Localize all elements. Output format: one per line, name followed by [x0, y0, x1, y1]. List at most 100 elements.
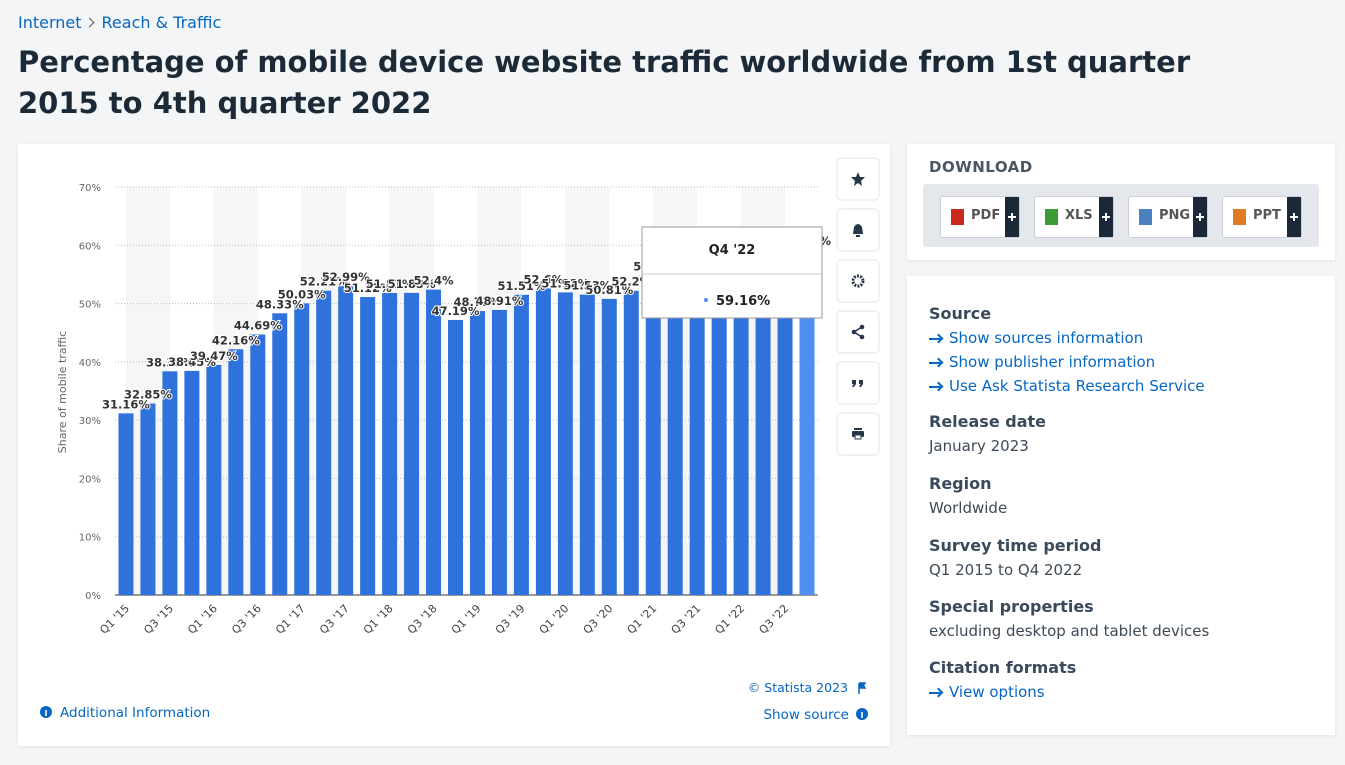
add-button[interactable] — [1193, 197, 1207, 237]
additional-info[interactable]: Additional Information — [60, 705, 210, 721]
section-text: Worldwide — [929, 499, 1008, 517]
bar — [513, 294, 529, 595]
y-tick-label: 20% — [79, 474, 101, 485]
x-tick-label: Q3 '19 — [493, 602, 528, 637]
x-tick-label: Q1 '15 — [97, 602, 132, 637]
link-text[interactable]: Show sources information — [949, 329, 1144, 347]
link-text[interactable]: View options — [949, 683, 1045, 701]
bar — [250, 334, 266, 595]
tooltip-value: 59.16% — [716, 294, 770, 309]
y-axis-label: Share of mobile traffic — [56, 331, 69, 453]
add-button[interactable] — [1287, 197, 1301, 237]
link-text[interactable]: Show publisher information — [949, 353, 1156, 371]
download-button[interactable]: PPT — [1222, 196, 1302, 238]
y-tick-label: 60% — [79, 241, 101, 252]
bar — [404, 292, 420, 595]
bar — [206, 364, 222, 595]
value-label: 51.92% — [541, 276, 589, 290]
bar — [382, 293, 398, 595]
section-heading: Citation formats — [929, 658, 1077, 677]
bar — [294, 303, 310, 595]
breadcrumb: Internet Reach & Traffic — [18, 13, 221, 32]
value-label: 48.33% — [256, 297, 304, 311]
tooltip-title: Q4 '22 — [709, 243, 756, 258]
x-tick-label: Q3 '16 — [229, 602, 264, 637]
section-text: excluding desktop and tablet devices — [929, 622, 1210, 640]
link[interactable]: View options — [929, 680, 1319, 704]
flag-icon — [858, 682, 867, 694]
bar — [360, 297, 376, 595]
value-label: 51.53% — [563, 279, 611, 293]
toolbar-button[interactable] — [836, 259, 880, 303]
x-tick-label: Q3 '18 — [405, 602, 440, 637]
link[interactable]: Show sources information — [929, 326, 1319, 350]
link[interactable]: Use Ask Statista Research Service — [929, 374, 1319, 398]
breadcrumb-link[interactable]: Reach & Traffic — [101, 13, 222, 32]
value-label: 48.91% — [476, 294, 524, 308]
download-button[interactable]: XLS — [1034, 196, 1114, 238]
value-label: 31.16% — [102, 397, 150, 411]
bar — [601, 298, 617, 595]
section-heading: Release date — [929, 412, 1046, 431]
format-label[interactable]: XLS — [1065, 208, 1093, 223]
value-label: 38.45% — [168, 355, 216, 369]
link-text[interactable]: Use Ask Statista Research Service — [949, 377, 1205, 395]
x-tick-label: Q3 '15 — [141, 602, 176, 637]
bar — [140, 403, 156, 595]
toolbar-button[interactable] — [836, 310, 880, 354]
value-label: 38.38% — [146, 355, 194, 369]
section-text: January 2023 — [929, 437, 1029, 455]
bar — [535, 288, 551, 595]
value-label: 52.6% — [523, 272, 563, 286]
file-icon — [951, 209, 964, 225]
format-label[interactable]: PDF — [971, 208, 1001, 223]
breadcrumb-link[interactable]: Internet — [18, 13, 82, 32]
bar — [162, 371, 178, 595]
x-tick-label: Q1 '22 — [712, 602, 747, 637]
show-source[interactable]: Show source — [763, 707, 849, 723]
add-button[interactable] — [1099, 197, 1113, 237]
bar — [623, 290, 639, 595]
x-tick-label: Q1 '21 — [625, 602, 660, 637]
bar — [316, 290, 332, 595]
x-tick-label: Q3 '20 — [581, 602, 616, 637]
bar — [184, 370, 200, 595]
bar — [733, 251, 749, 595]
value-label: 52.4% — [414, 274, 454, 288]
value-label: 52.99% — [322, 270, 370, 284]
value-label: 47.19% — [432, 304, 480, 318]
bar — [557, 292, 573, 595]
link[interactable]: Show publisher information — [929, 350, 1319, 374]
add-button[interactable] — [1005, 197, 1019, 237]
download-button[interactable]: PDF — [940, 196, 1020, 238]
format-label[interactable]: PPT — [1253, 208, 1281, 223]
download-button[interactable]: PNG — [1128, 196, 1208, 238]
y-tick-label: 50% — [79, 300, 101, 311]
gear-icon — [851, 274, 865, 288]
bar — [645, 275, 661, 595]
bar — [448, 319, 464, 595]
value-label: 52.21% — [300, 275, 348, 289]
format-label[interactable]: PNG — [1159, 208, 1191, 223]
tooltip-dot — [704, 298, 708, 302]
file-icon — [1045, 209, 1058, 225]
x-tick-label: Q1 '18 — [361, 602, 396, 637]
quote-icon — [852, 380, 856, 387]
bar — [118, 413, 134, 595]
y-tick-label: 70% — [79, 183, 101, 194]
toolbar-button[interactable] — [836, 361, 880, 405]
page-title: Percentage of mobile device website traf… — [18, 45, 1191, 120]
bell-icon — [853, 224, 863, 237]
y-tick-label: 40% — [79, 358, 101, 369]
section-heading: Region — [929, 474, 992, 493]
value-label: 51.83% — [388, 277, 436, 291]
x-tick-label: Q3 '21 — [669, 602, 704, 637]
bar — [711, 277, 727, 595]
bar — [491, 309, 507, 595]
bar — [799, 250, 815, 596]
x-tick-label: Q1 '17 — [273, 602, 308, 637]
tooltip — [641, 226, 823, 319]
copyright: © Statista 2023 — [748, 680, 848, 695]
